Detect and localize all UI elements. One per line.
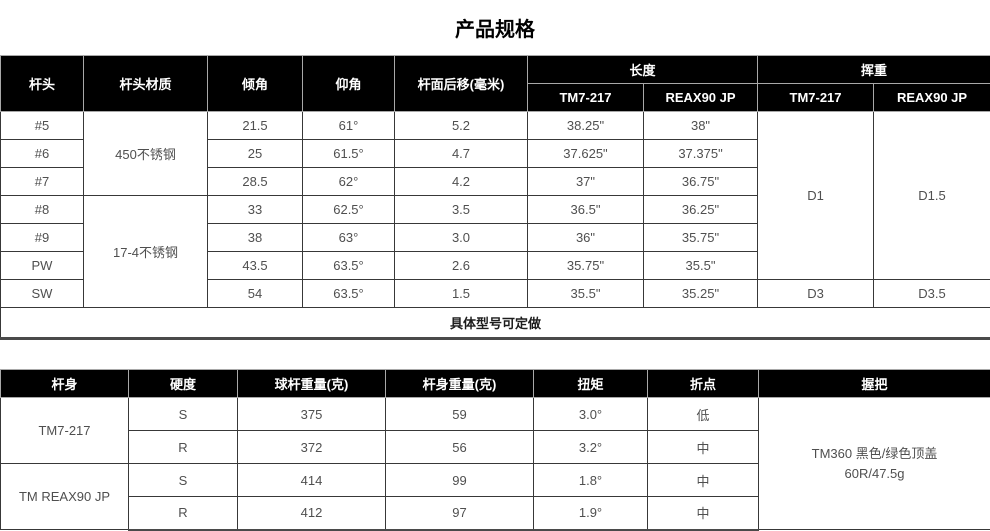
cell-lie: 63.5° bbox=[303, 252, 395, 280]
cell-flex: S bbox=[129, 398, 238, 431]
cell-length-tm7: 38.25" bbox=[528, 112, 644, 140]
cell-offset: 1.5 bbox=[395, 280, 528, 308]
cell-length-reax: 38" bbox=[644, 112, 758, 140]
cell-length-reax: 36.75" bbox=[644, 168, 758, 196]
cell-kick: 中 bbox=[648, 464, 759, 497]
cell-loft: 21.5 bbox=[208, 112, 303, 140]
cell-offset: 5.2 bbox=[395, 112, 528, 140]
cell-loft: 38 bbox=[208, 224, 303, 252]
cell-club-weight: 375 bbox=[238, 398, 386, 431]
cell-length-reax: 35.5" bbox=[644, 252, 758, 280]
cell-torque: 3.2° bbox=[534, 431, 648, 464]
header-length-reax: REAX90 JP bbox=[644, 84, 758, 112]
grip-line-2: 60R/47.5g bbox=[759, 464, 990, 484]
shaft-table: 杆身 硬度 球杆重量(克) 杆身重量(克) 扭矩 折点 握把 TM7-217 S… bbox=[0, 369, 990, 531]
header-offset: 杆面后移(毫米) bbox=[395, 56, 528, 112]
cell-length-reax: 35.75" bbox=[644, 224, 758, 252]
cell-lie: 63° bbox=[303, 224, 395, 252]
spec-footnote: 具体型号可定做 bbox=[1, 308, 990, 339]
cell-length-tm7: 35.75" bbox=[528, 252, 644, 280]
header-lie: 仰角 bbox=[303, 56, 395, 112]
cell-flex: R bbox=[129, 431, 238, 464]
cell-loft: 43.5 bbox=[208, 252, 303, 280]
cell-swing-reax: D1.5 bbox=[874, 112, 990, 280]
header-length-tm7: TM7-217 bbox=[528, 84, 644, 112]
cell-offset: 4.2 bbox=[395, 168, 528, 196]
header-length-group: 长度 bbox=[528, 56, 758, 84]
cell-kick: 中 bbox=[648, 431, 759, 464]
header-shaft-weight: 杆身重量(克) bbox=[386, 370, 534, 398]
cell-shaft-name: TM7-217 bbox=[1, 398, 129, 464]
cell-club: #5 bbox=[1, 112, 84, 140]
header-material: 杆头材质 bbox=[84, 56, 208, 112]
cell-offset: 3.5 bbox=[395, 196, 528, 224]
cell-kick: 低 bbox=[648, 398, 759, 431]
cell-club-weight: 372 bbox=[238, 431, 386, 464]
spec-row: #5 450不锈钢 21.5 61° 5.2 38.25" 38" D1 D1.… bbox=[1, 112, 990, 140]
header-flex: 硬度 bbox=[129, 370, 238, 398]
cell-flex: R bbox=[129, 497, 238, 530]
header-grip: 握把 bbox=[759, 370, 990, 398]
cell-shaft-name: TM REAX90 JP bbox=[1, 464, 129, 530]
cell-swing-reax: D3.5 bbox=[874, 280, 990, 308]
cell-lie: 63.5° bbox=[303, 280, 395, 308]
header-torque: 扭矩 bbox=[534, 370, 648, 398]
cell-shaft-weight: 97 bbox=[386, 497, 534, 530]
cell-length-tm7: 36" bbox=[528, 224, 644, 252]
cell-swing-tm7: D1 bbox=[758, 112, 874, 280]
cell-material: 450不锈钢 bbox=[84, 112, 208, 196]
grip-line-1: TM360 黑色/绿色顶盖 bbox=[759, 444, 990, 464]
cell-shaft-weight: 56 bbox=[386, 431, 534, 464]
header-club: 杆头 bbox=[1, 56, 84, 112]
cell-shaft-weight: 59 bbox=[386, 398, 534, 431]
cell-club: PW bbox=[1, 252, 84, 280]
cell-offset: 4.7 bbox=[395, 140, 528, 168]
cell-swing-tm7: D3 bbox=[758, 280, 874, 308]
header-swing-tm7: TM7-217 bbox=[758, 84, 874, 112]
cell-loft: 33 bbox=[208, 196, 303, 224]
cell-length-reax: 37.375" bbox=[644, 140, 758, 168]
cell-kick: 中 bbox=[648, 497, 759, 530]
spec-table: 杆头 杆头材质 倾角 仰角 杆面后移(毫米) 长度 挥重 TM7-217 REA… bbox=[0, 55, 990, 340]
shaft-row: TM7-217 S 375 59 3.0° 低 TM360 黑色/绿色顶盖 60… bbox=[1, 398, 990, 431]
cell-lie: 62.5° bbox=[303, 196, 395, 224]
cell-club: #7 bbox=[1, 168, 84, 196]
page-title: 产品规格 bbox=[0, 0, 990, 55]
header-shaft: 杆身 bbox=[1, 370, 129, 398]
header-swing-reax: REAX90 JP bbox=[874, 84, 990, 112]
spec-footnote-row: 具体型号可定做 bbox=[1, 308, 990, 339]
cell-shaft-weight: 99 bbox=[386, 464, 534, 497]
cell-offset: 2.6 bbox=[395, 252, 528, 280]
cell-length-tm7: 37" bbox=[528, 168, 644, 196]
cell-offset: 3.0 bbox=[395, 224, 528, 252]
cell-length-reax: 35.25" bbox=[644, 280, 758, 308]
cell-club-weight: 414 bbox=[238, 464, 386, 497]
cell-club: #6 bbox=[1, 140, 84, 168]
cell-torque: 3.0° bbox=[534, 398, 648, 431]
cell-lie: 62° bbox=[303, 168, 395, 196]
cell-lie: 61° bbox=[303, 112, 395, 140]
header-kick: 折点 bbox=[648, 370, 759, 398]
cell-length-tm7: 36.5" bbox=[528, 196, 644, 224]
cell-torque: 1.9° bbox=[534, 497, 648, 530]
cell-grip: TM360 黑色/绿色顶盖 60R/47.5g bbox=[759, 398, 990, 530]
cell-loft: 25 bbox=[208, 140, 303, 168]
cell-flex: S bbox=[129, 464, 238, 497]
header-swing-group: 挥重 bbox=[758, 56, 990, 84]
cell-club: #9 bbox=[1, 224, 84, 252]
cell-loft: 54 bbox=[208, 280, 303, 308]
header-loft: 倾角 bbox=[208, 56, 303, 112]
cell-material: 17-4不锈钢 bbox=[84, 196, 208, 308]
cell-club-weight: 412 bbox=[238, 497, 386, 530]
cell-torque: 1.8° bbox=[534, 464, 648, 497]
cell-loft: 28.5 bbox=[208, 168, 303, 196]
cell-length-reax: 36.25" bbox=[644, 196, 758, 224]
cell-length-tm7: 37.625" bbox=[528, 140, 644, 168]
cell-length-tm7: 35.5" bbox=[528, 280, 644, 308]
cell-club: #8 bbox=[1, 196, 84, 224]
cell-lie: 61.5° bbox=[303, 140, 395, 168]
header-club-weight: 球杆重量(克) bbox=[238, 370, 386, 398]
cell-club: SW bbox=[1, 280, 84, 308]
